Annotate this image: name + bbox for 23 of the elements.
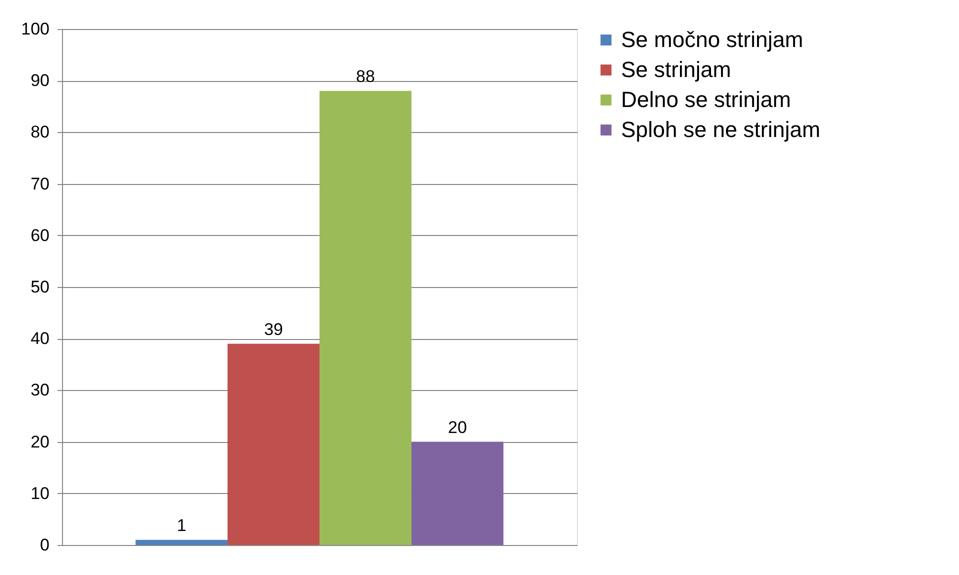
y-tick-label: 30 xyxy=(30,380,50,400)
bar xyxy=(411,442,504,545)
bar xyxy=(320,90,412,545)
y-tick-label: 0 xyxy=(40,536,50,554)
data-label: 1 xyxy=(176,516,186,535)
legend-label: Se močno strinjam xyxy=(621,27,804,52)
y-tick-label: 70 xyxy=(30,174,50,194)
y-tick-label: 80 xyxy=(30,122,50,142)
bar xyxy=(228,344,320,545)
data-label: 39 xyxy=(264,320,283,339)
legend-label: Sploh se ne strinjam xyxy=(621,117,820,142)
y-tick-label: 90 xyxy=(30,71,50,90)
y-tick-label: 20 xyxy=(30,432,50,452)
y-tick-label: 50 xyxy=(30,278,50,296)
y-tick-label: 100 xyxy=(21,20,50,38)
y-tick-label: 60 xyxy=(30,226,50,245)
data-label: 88 xyxy=(356,66,375,86)
y-tick-label: 40 xyxy=(30,329,50,348)
y-tick-label: 10 xyxy=(30,484,50,503)
legend-label: Delno se strinjam xyxy=(621,87,791,112)
data-label: 20 xyxy=(448,418,467,437)
legend-label: Se strinjam xyxy=(621,57,732,82)
bar xyxy=(136,540,228,545)
